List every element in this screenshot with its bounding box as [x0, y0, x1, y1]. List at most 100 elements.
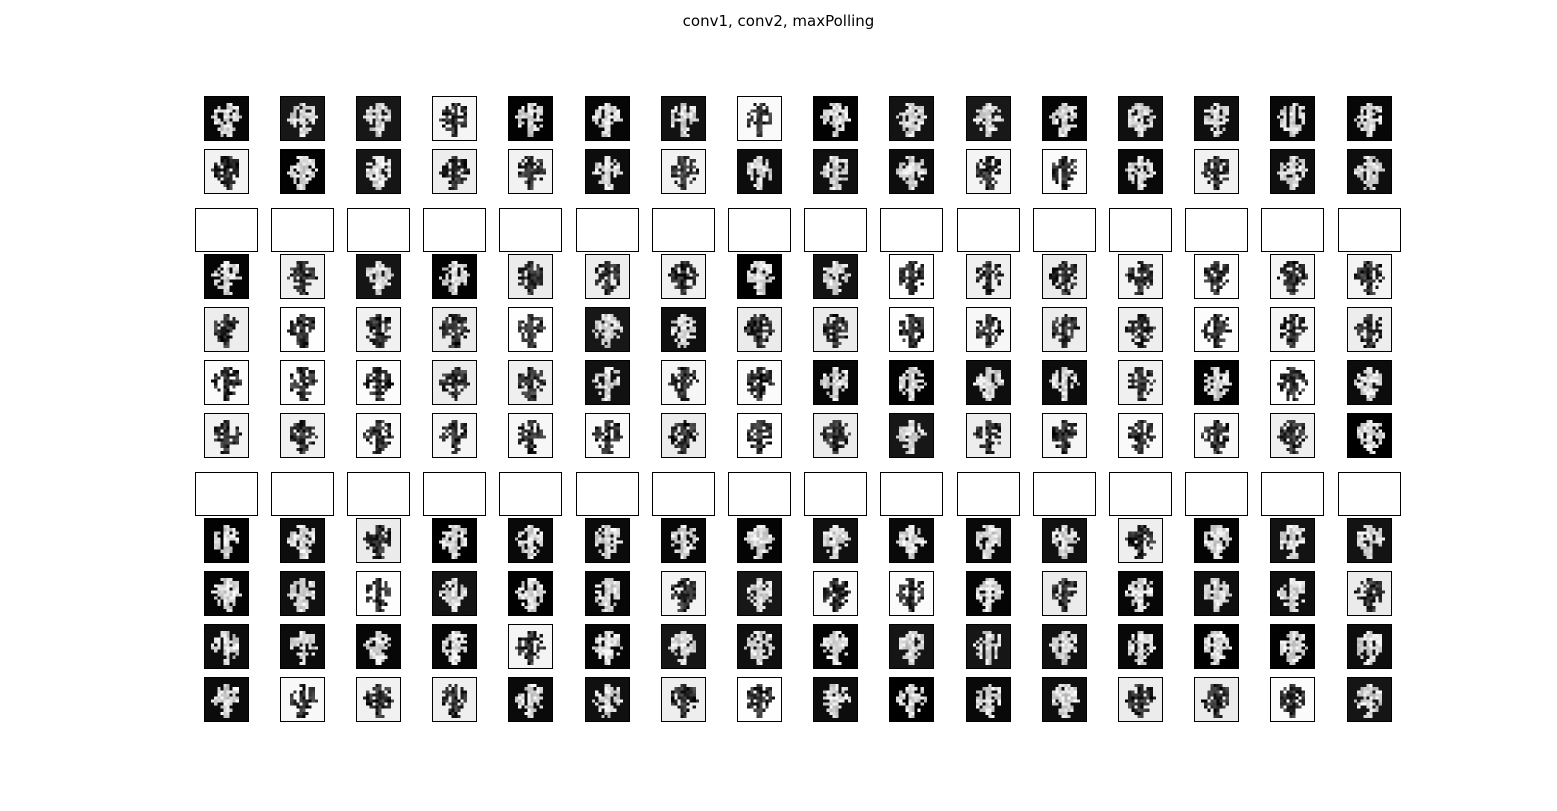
- feature-map-image: [1347, 677, 1391, 721]
- feature-map-conv1-r1-c4: [508, 148, 554, 194]
- feature-map-maxPolling-r10-c2: [355, 624, 401, 669]
- feature-map-image: [280, 625, 324, 668]
- feature-map-conv1-r1-c3: [432, 148, 478, 194]
- feature-map-image: [966, 625, 1010, 668]
- feature-map-image: [737, 97, 781, 140]
- feature-map-conv1-r0-c2: [355, 96, 401, 141]
- feature-map-image: [966, 255, 1010, 299]
- feature-map-conv1-r0-c10: [965, 96, 1011, 141]
- feature-map-image: [1118, 255, 1162, 299]
- feature-map-maxPolling-r9-c14: [1270, 571, 1316, 617]
- empty-axes-panel: [270, 471, 334, 516]
- feature-map-conv2-r5-c11: [1041, 360, 1087, 405]
- empty-axes-panel: [1261, 471, 1325, 516]
- feature-map-image: [433, 149, 477, 193]
- feature-map-image: [204, 519, 248, 563]
- feature-map-image: [890, 413, 934, 457]
- empty-axes-panel: [194, 471, 258, 516]
- feature-map-image: [1195, 308, 1239, 352]
- feature-map-maxPolling-r9-c11: [1041, 571, 1087, 617]
- feature-map-image: [204, 361, 248, 404]
- feature-map-maxPolling-r8-c15: [1346, 518, 1392, 564]
- feature-map-image: [280, 361, 324, 404]
- feature-map-image: [814, 413, 858, 457]
- feature-map-conv2-r6-c8: [813, 412, 859, 458]
- feature-map-image: [966, 149, 1010, 193]
- feature-map-maxPolling-r11-c7: [736, 676, 782, 722]
- feature-map-conv1-r0-c15: [1346, 96, 1392, 141]
- feature-map-image: [737, 255, 781, 299]
- feature-map-conv2-r3-c3: [432, 254, 478, 300]
- feature-map-image: [737, 361, 781, 404]
- feature-map-conv2-r4-c11: [1041, 307, 1087, 353]
- feature-map-conv1-r0-c13: [1194, 96, 1240, 141]
- figure-title: conv1, conv2, maxPolling: [682, 12, 875, 30]
- feature-map-image: [737, 149, 781, 193]
- feature-map-conv1-r0-c3: [432, 96, 478, 141]
- feature-map-image: [1195, 625, 1239, 668]
- feature-map-conv2-r4-c1: [279, 307, 325, 353]
- feature-map-image: [1271, 308, 1315, 352]
- feature-map-image: [890, 519, 934, 563]
- feature-map-maxPolling-r9-c13: [1194, 571, 1240, 617]
- feature-map-image: [1118, 572, 1162, 616]
- feature-map-image: [356, 572, 400, 616]
- feature-map-conv2-r4-c15: [1346, 307, 1392, 353]
- feature-map-maxPolling-r9-c10: [965, 571, 1011, 617]
- feature-map-image: [585, 413, 629, 457]
- feature-map-maxPolling-r10-c14: [1270, 624, 1316, 669]
- feature-map-image: [1347, 361, 1391, 404]
- feature-map-image: [1347, 255, 1391, 299]
- feature-map-image: [433, 97, 477, 140]
- feature-map-image: [356, 308, 400, 352]
- feature-map-conv2-r5-c4: [508, 360, 554, 405]
- feature-map-conv2-r6-c6: [660, 412, 706, 458]
- feature-map-conv2-r3-c0: [203, 254, 249, 300]
- feature-map-image: [814, 572, 858, 616]
- feature-map-maxPolling-r11-c15: [1346, 676, 1392, 722]
- feature-map-conv1-r1-c14: [1270, 148, 1316, 194]
- feature-map-conv2-r3-c14: [1270, 254, 1316, 300]
- feature-map-maxPolling-r11-c11: [1041, 676, 1087, 722]
- feature-map-image: [1195, 361, 1239, 404]
- empty-axes-panel: [1337, 207, 1401, 252]
- empty-axes-panel: [575, 207, 639, 252]
- feature-map-conv2-r4-c9: [889, 307, 935, 353]
- feature-map-maxPolling-r10-c11: [1041, 624, 1087, 669]
- feature-map-image: [509, 97, 553, 140]
- feature-map-image: [280, 255, 324, 299]
- feature-map-conv2-r5-c13: [1194, 360, 1240, 405]
- feature-map-image: [1195, 255, 1239, 299]
- empty-axes-panel: [499, 471, 563, 516]
- feature-map-image: [509, 413, 553, 457]
- feature-map-conv1-r1-c6: [660, 148, 706, 194]
- feature-map-maxPolling-r11-c10: [965, 676, 1011, 722]
- feature-map-image: [890, 308, 934, 352]
- feature-map-conv2-r6-c10: [965, 412, 1011, 458]
- feature-map-maxPolling-r9-c1: [279, 571, 325, 617]
- feature-map-conv2-r6-c11: [1041, 412, 1087, 458]
- feature-map-maxPolling-r9-c2: [355, 571, 401, 617]
- feature-map-image: [661, 677, 705, 721]
- feature-map-conv2-r6-c4: [508, 412, 554, 458]
- feature-map-image: [890, 361, 934, 404]
- empty-axes-panel: [727, 207, 791, 252]
- feature-map-image: [1118, 413, 1162, 457]
- feature-map-image: [1195, 519, 1239, 563]
- feature-map-image: [585, 255, 629, 299]
- feature-map-maxPolling-r10-c8: [813, 624, 859, 669]
- feature-map-image: [661, 308, 705, 352]
- feature-map-maxPolling-r10-c13: [1194, 624, 1240, 669]
- feature-map-image: [356, 97, 400, 140]
- feature-map-image: [1042, 255, 1086, 299]
- feature-map-image: [661, 255, 705, 299]
- feature-map-image: [814, 308, 858, 352]
- feature-map-image: [509, 625, 553, 668]
- feature-map-image: [814, 255, 858, 299]
- feature-map-conv2-r4-c3: [432, 307, 478, 353]
- feature-map-conv1-r0-c7: [736, 96, 782, 141]
- feature-map-conv2-r3-c9: [889, 254, 935, 300]
- feature-map-image: [890, 149, 934, 193]
- feature-map-maxPolling-r8-c5: [584, 518, 630, 564]
- feature-map-conv2-r3-c5: [584, 254, 630, 300]
